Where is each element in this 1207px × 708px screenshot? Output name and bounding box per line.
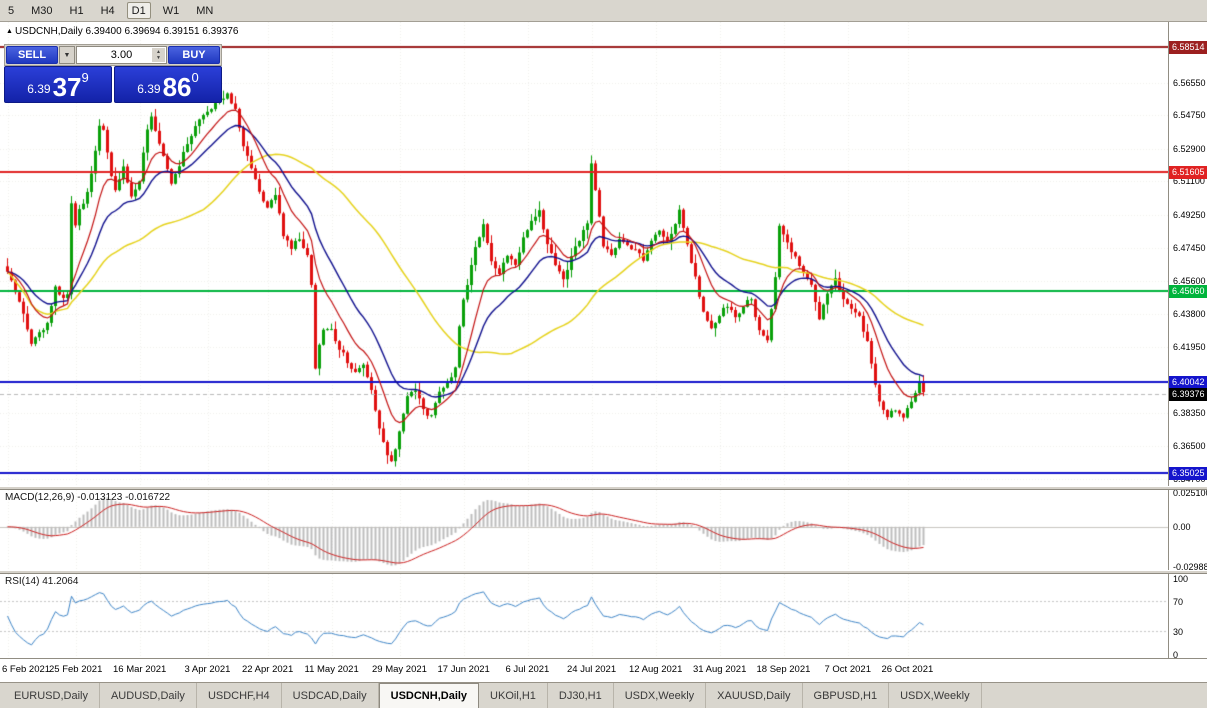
timeframe-button-5[interactable]: 5 [8, 4, 15, 17]
volume-input[interactable]: 3.00 ▲ ▼ [76, 46, 167, 64]
timeframe-button-d1[interactable]: D1 [126, 2, 151, 19]
price-tick-label: 6.45600 [1173, 276, 1206, 287]
chart-tab[interactable]: EURUSD,Daily [3, 683, 100, 708]
one-click-trade-panel: SELL ▼ 3.00 ▲ ▼ BUY 6.39 37 9 6.39 86 0 [4, 44, 222, 103]
macd-label: MACD(12,26,9) -0.013123 -0.016722 [5, 492, 171, 503]
price-tick-label: 6.47450 [1173, 242, 1206, 253]
volume-dropdown-button[interactable]: ▼ [59, 46, 75, 64]
trade-panel-prices: 6.39 37 9 6.39 86 0 [4, 66, 222, 103]
date-label: 6 Feb 2021 [2, 664, 51, 675]
buy-button[interactable]: BUY [168, 46, 220, 64]
ohlc-values: 6.39400 6.39694 6.39151 6.39376 [85, 26, 239, 37]
price-level-tag: 6.35025 [1169, 467, 1207, 481]
rsi-pane: RSI(14) 41.2064 [0, 574, 1168, 658]
price-tick-label: 6.38350 [1173, 407, 1206, 418]
chevron-up-icon: ▲ [6, 28, 13, 35]
sell-price-pip: 9 [81, 70, 89, 85]
date-label: 12 Aug 2021 [629, 664, 683, 675]
chart-tab-bar: EURUSD,Daily AUDUSD,Daily USDCHF,H4 USDCAD,… [0, 682, 1207, 708]
stepper-up-icon: ▲ [156, 49, 161, 55]
main-chart-pane: ▲ USDCNH,Daily 6.39400 6.39694 6.39151 6.… [0, 22, 1168, 486]
sell-price-prefix: 6.39 [27, 82, 51, 96]
volume-stepper[interactable]: ▲ ▼ [152, 48, 165, 62]
chart-tab[interactable]: USDX,Weekly [889, 683, 982, 708]
price-tick-label: 6.36500 [1173, 441, 1206, 452]
buy-price-prefix: 6.39 [137, 82, 161, 96]
symbol-label: USDCNH,Daily [14, 26, 83, 37]
date-axis[interactable]: 6 Feb 2021 25 Feb 2021 16 Mar 2021 3 Apr 20… [0, 658, 1207, 682]
rsi-label: RSI(14) 41.2064 [5, 576, 79, 587]
timeframe-button-h1[interactable]: H1 [69, 4, 84, 17]
price-level-tag: 6.51605 [1169, 166, 1207, 180]
chart-tab[interactable]: UKOil,H1 [479, 683, 548, 708]
price-tick-label: 6.49250 [1173, 210, 1206, 221]
price-tick-label: 6.51100 [1173, 176, 1205, 187]
timeframe-button-m30[interactable]: M30 [31, 4, 53, 17]
price-level-tag: 6.58514 [1169, 41, 1207, 54]
date-label: 6 Jul 2021 [505, 664, 550, 675]
date-label: 17 Jun 2021 [437, 664, 490, 675]
price-tick-label: 6.56550 [1173, 77, 1206, 88]
rsi-canvas[interactable] [0, 574, 1168, 658]
date-label: 26 Oct 2021 [881, 664, 934, 675]
date-label: 29 May 2021 [372, 664, 427, 675]
macd-pane: MACD(12,26,9) -0.013123 -0.016722 [0, 490, 1168, 570]
date-label: 22 Apr 2021 [242, 664, 294, 675]
pane-splitter[interactable] [0, 486, 1207, 490]
chart-tab[interactable]: USDCNH,Daily [378, 683, 480, 708]
rsi-tick-label: 0 [1173, 650, 1179, 660]
date-label: 31 Aug 2021 [693, 664, 747, 675]
rsi-tick-label: 30 [1173, 627, 1184, 638]
price-level-tag: 6.40042 [1169, 376, 1207, 390]
date-label: 3 Apr 2021 [184, 664, 231, 675]
pane-splitter[interactable] [0, 570, 1207, 574]
macd-tick-label: 0.00 [1173, 521, 1191, 532]
chart-symbol-ohlc: ▲ USDCNH,Daily 6.39400 6.39694 6.39151 6.… [6, 26, 238, 37]
macd-tick-label: 0.025100 [1173, 488, 1207, 498]
volume-value: 3.00 [110, 49, 133, 61]
timeframe-toolbar: 5 M30 H1 H4 D1 W1 MN [0, 0, 1207, 22]
chart-tab[interactable]: DJ30,H1 [548, 683, 614, 708]
price-axis[interactable]: 6.56550 6.54750 6.52900 6.51100 6.49250 6.474… [1168, 22, 1207, 660]
timeframe-button-h4[interactable]: H4 [100, 4, 115, 17]
macd-tick-label: -0.029880 [1173, 561, 1207, 572]
trade-panel-controls: SELL ▼ 3.00 ▲ ▼ BUY [4, 44, 222, 66]
price-tick-label: 6.52900 [1173, 143, 1206, 154]
date-label: 11 May 2021 [304, 664, 359, 675]
date-label: 7 Oct 2021 [824, 664, 871, 675]
rsi-tick-label: 70 [1173, 596, 1184, 607]
timeframe-button-w1[interactable]: W1 [162, 4, 180, 17]
timeframe-button-mn[interactable]: MN [196, 4, 214, 17]
chart-tab[interactable]: GBPUSD,H1 [803, 683, 890, 708]
price-tick-label: 6.43800 [1173, 308, 1206, 319]
date-label: 18 Sep 2021 [756, 664, 811, 675]
buy-price-big: 86 [162, 72, 192, 102]
macd-canvas[interactable] [0, 490, 1168, 570]
date-label: 24 Jul 2021 [567, 664, 617, 675]
price-tick-label: 6.54750 [1173, 110, 1206, 121]
chart-tab[interactable]: XAUUSD,Daily [706, 683, 803, 708]
date-label: 25 Feb 2021 [49, 664, 103, 675]
buy-price-pip: 0 [191, 70, 199, 85]
chart-tab[interactable]: USDCAD,Daily [282, 683, 379, 708]
chevron-down-icon: ▼ [63, 51, 71, 59]
sell-button[interactable]: SELL [6, 46, 58, 64]
chart-tab[interactable]: USDX,Weekly [614, 683, 707, 708]
chart-tab[interactable]: USDCHF,H4 [197, 683, 282, 708]
sell-price[interactable]: 6.39 37 9 [4, 66, 112, 103]
rsi-tick-label: 100 [1173, 574, 1189, 584]
chart-tab[interactable]: AUDUSD,Daily [100, 683, 197, 708]
stepper-down-icon: ▼ [156, 55, 161, 61]
date-label: 16 Mar 2021 [113, 664, 167, 675]
current-price-tag: 6.39376 [1169, 388, 1207, 402]
price-level-tag: 6.45060 [1169, 285, 1207, 299]
sell-price-big: 37 [52, 72, 82, 102]
price-tick-label: 6.41950 [1173, 342, 1206, 353]
buy-price[interactable]: 6.39 86 0 [114, 66, 222, 103]
